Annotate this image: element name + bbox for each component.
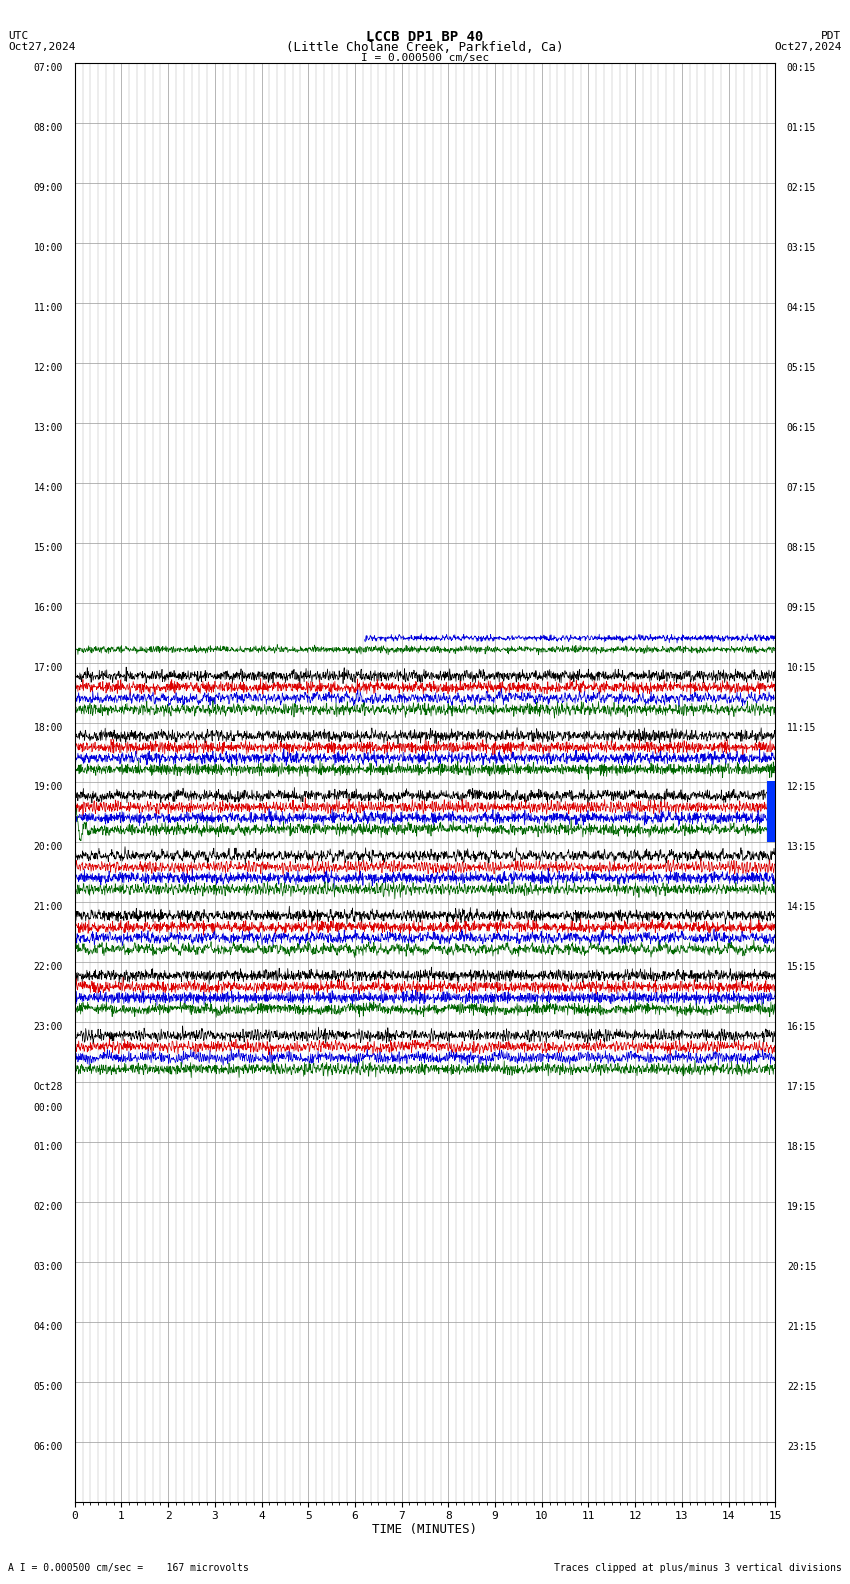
Text: 10:15: 10:15	[787, 662, 816, 673]
Text: 11:00: 11:00	[34, 303, 63, 314]
Text: 04:15: 04:15	[787, 303, 816, 314]
Text: 21:15: 21:15	[787, 1321, 816, 1332]
Text: 22:00: 22:00	[34, 961, 63, 973]
Text: 21:00: 21:00	[34, 903, 63, 912]
Text: 08:00: 08:00	[34, 124, 63, 133]
Text: 16:15: 16:15	[787, 1022, 816, 1033]
Text: 01:00: 01:00	[34, 1142, 63, 1152]
Text: 17:15: 17:15	[787, 1082, 816, 1091]
Text: 09:00: 09:00	[34, 184, 63, 193]
Text: 07:15: 07:15	[787, 483, 816, 493]
Text: 16:00: 16:00	[34, 602, 63, 613]
Text: 15:15: 15:15	[787, 961, 816, 973]
Text: 20:00: 20:00	[34, 843, 63, 852]
Text: 11:15: 11:15	[787, 722, 816, 732]
Text: 13:15: 13:15	[787, 843, 816, 852]
Text: Oct27,2024: Oct27,2024	[774, 43, 842, 52]
Text: 03:15: 03:15	[787, 242, 816, 253]
Text: 13:00: 13:00	[34, 423, 63, 432]
Text: 14:00: 14:00	[34, 483, 63, 493]
Text: (Little Cholane Creek, Parkfield, Ca): (Little Cholane Creek, Parkfield, Ca)	[286, 41, 564, 54]
Text: 23:00: 23:00	[34, 1022, 63, 1033]
Text: 03:00: 03:00	[34, 1262, 63, 1272]
Text: 15:00: 15:00	[34, 543, 63, 553]
Text: 06:15: 06:15	[787, 423, 816, 432]
Text: 12:00: 12:00	[34, 363, 63, 372]
Text: 01:15: 01:15	[787, 124, 816, 133]
Text: Oct28: Oct28	[34, 1082, 63, 1091]
Text: Oct27,2024: Oct27,2024	[8, 43, 76, 52]
Text: LCCB DP1 BP 40: LCCB DP1 BP 40	[366, 30, 484, 43]
Text: 06:00: 06:00	[34, 1441, 63, 1451]
Text: 02:00: 02:00	[34, 1202, 63, 1212]
Text: A I = 0.000500 cm/sec =    167 microvolts: A I = 0.000500 cm/sec = 167 microvolts	[8, 1563, 249, 1573]
Text: 00:15: 00:15	[787, 63, 816, 73]
Text: 05:00: 05:00	[34, 1381, 63, 1392]
Text: 10:00: 10:00	[34, 242, 63, 253]
Text: 02:15: 02:15	[787, 184, 816, 193]
Text: UTC: UTC	[8, 32, 29, 41]
Text: 07:00: 07:00	[34, 63, 63, 73]
Text: PDT: PDT	[821, 32, 842, 41]
Text: 14:15: 14:15	[787, 903, 816, 912]
Text: 18:15: 18:15	[787, 1142, 816, 1152]
Text: 09:15: 09:15	[787, 602, 816, 613]
Text: I = 0.000500 cm/sec: I = 0.000500 cm/sec	[361, 54, 489, 63]
Text: 23:15: 23:15	[787, 1441, 816, 1451]
Text: 04:00: 04:00	[34, 1321, 63, 1332]
Text: 18:00: 18:00	[34, 722, 63, 732]
Text: 19:00: 19:00	[34, 782, 63, 792]
Text: 00:00: 00:00	[34, 1102, 63, 1114]
Bar	[767, 781, 775, 843]
Text: 08:15: 08:15	[787, 543, 816, 553]
Text: 12:15: 12:15	[787, 782, 816, 792]
Text: 05:15: 05:15	[787, 363, 816, 372]
Text: Traces clipped at plus/minus 3 vertical divisions: Traces clipped at plus/minus 3 vertical …	[553, 1563, 842, 1573]
Text: 22:15: 22:15	[787, 1381, 816, 1392]
X-axis label: TIME (MINUTES): TIME (MINUTES)	[372, 1524, 478, 1536]
Text: 19:15: 19:15	[787, 1202, 816, 1212]
Text: 20:15: 20:15	[787, 1262, 816, 1272]
Text: 17:00: 17:00	[34, 662, 63, 673]
